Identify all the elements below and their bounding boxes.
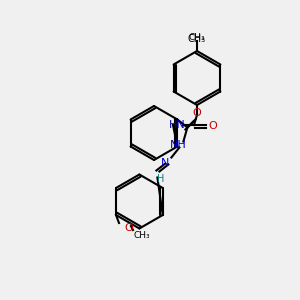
Text: O: O [192, 107, 201, 118]
Text: CH₃: CH₃ [189, 32, 205, 41]
Text: CH₃: CH₃ [188, 34, 206, 44]
Text: O: O [124, 223, 134, 233]
Text: HN: HN [169, 120, 185, 130]
Text: N: N [161, 158, 170, 167]
Text: H: H [157, 175, 164, 184]
Text: NH: NH [170, 140, 187, 151]
Text: CH₃: CH₃ [134, 232, 150, 241]
Text: O: O [208, 121, 217, 131]
